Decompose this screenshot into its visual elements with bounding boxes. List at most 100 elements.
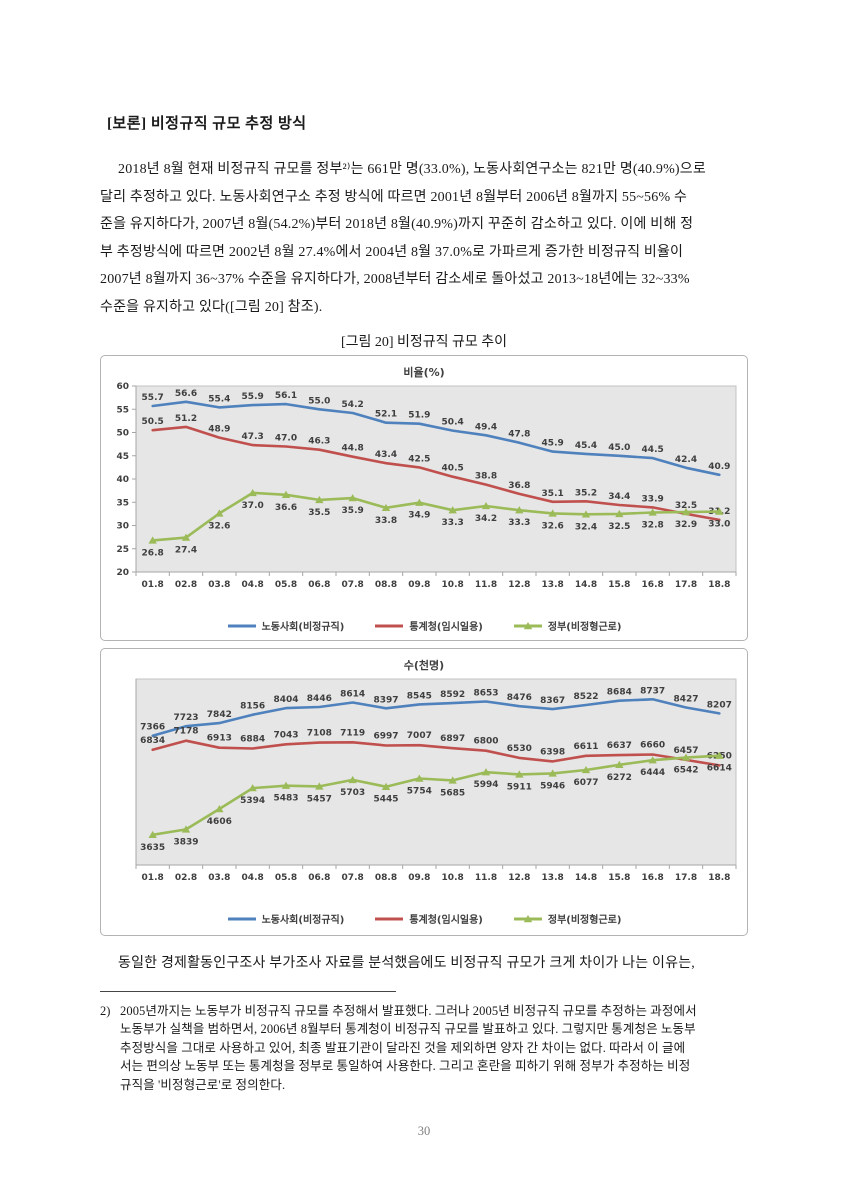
svg-text:44.8: 44.8 bbox=[342, 444, 364, 454]
svg-text:06.8: 06.8 bbox=[308, 873, 330, 883]
svg-text:33.8: 33.8 bbox=[375, 516, 397, 526]
paragraph-line: 준을 유지하다가, 2007년 8월(54.2%)부터 2018년 8월(40.… bbox=[100, 217, 694, 232]
chart-svg: 20 25 30 35 40 45 50 55 60 01.8 02.8 03.8 04.8 05.8 06… bbox=[116, 382, 737, 590]
legend-swatch-icon bbox=[513, 621, 542, 629]
svg-text:51.9: 51.9 bbox=[408, 411, 430, 421]
count-chart-plot: 01.8 02.8 03.8 04.8 05.8 06.8 07.8 08.8 09.8 10.8… bbox=[104, 673, 744, 910]
svg-text:14.8: 14.8 bbox=[575, 580, 597, 590]
svg-text:13.8: 13.8 bbox=[542, 580, 564, 590]
svg-text:35: 35 bbox=[116, 498, 129, 508]
legend-label: 노동사회(비정규직) bbox=[261, 915, 345, 926]
svg-text:07.8: 07.8 bbox=[342, 873, 364, 883]
svg-text:8653: 8653 bbox=[473, 689, 498, 699]
svg-text:8614: 8614 bbox=[340, 690, 365, 700]
footnote-line: 추정방식을 그대로 사용하고 있어, 최종 발표기관이 달라진 것을 제외하면 … bbox=[120, 1040, 686, 1055]
paragraph-line: 달리 추정하고 있다. 노동사회연구소 추정 방식에 따르면 2001년 8월부… bbox=[100, 189, 688, 205]
ratio-chart-plot: 20 25 30 35 40 45 50 55 60 01.8 02.8 03.8 04.8 05.8 06… bbox=[104, 380, 744, 617]
svg-text:36.8: 36.8 bbox=[508, 481, 530, 491]
svg-text:32.9: 32.9 bbox=[675, 520, 697, 530]
svg-text:3839: 3839 bbox=[173, 837, 198, 847]
svg-text:20: 20 bbox=[116, 568, 129, 578]
legend-item: 정부(비정형근로) bbox=[513, 911, 621, 926]
svg-text:49.4: 49.4 bbox=[475, 422, 497, 432]
svg-text:06.8: 06.8 bbox=[308, 580, 330, 590]
svg-text:45.9: 45.9 bbox=[542, 439, 564, 449]
svg-text:44.5: 44.5 bbox=[642, 445, 664, 455]
svg-text:40: 40 bbox=[116, 475, 129, 485]
svg-text:5754: 5754 bbox=[407, 787, 432, 797]
section-heading: [보론] 비정규직 규모 추정 방식 bbox=[107, 116, 307, 132]
svg-text:7119: 7119 bbox=[340, 728, 365, 738]
svg-text:09.8: 09.8 bbox=[408, 873, 430, 883]
svg-text:6077: 6077 bbox=[573, 778, 598, 788]
svg-text:5703: 5703 bbox=[340, 788, 365, 798]
ratio-chart: 비율(%) 20 25 30 35 40 45 50 55 60 01.8 02.8 03.8 04.8… bbox=[100, 355, 748, 641]
svg-text:7178: 7178 bbox=[173, 727, 198, 737]
svg-text:47.0: 47.0 bbox=[275, 433, 297, 443]
svg-text:60: 60 bbox=[116, 382, 129, 392]
svg-text:50.4: 50.4 bbox=[442, 418, 464, 428]
svg-text:47.8: 47.8 bbox=[508, 430, 530, 440]
paragraph-line: 2018년 8월 현재 비정규직 규모를 정부²⁾는 661만 명(33.0%)… bbox=[118, 162, 706, 177]
svg-text:8476: 8476 bbox=[507, 693, 532, 703]
legend-swatch-icon bbox=[375, 917, 404, 920]
svg-text:12.8: 12.8 bbox=[508, 873, 530, 883]
figure-caption: [그림 20] 비정규직 규모 추이 bbox=[340, 335, 508, 350]
legend-item: 정부(비정형근로) bbox=[513, 618, 621, 633]
svg-text:43.4: 43.4 bbox=[375, 450, 397, 460]
svg-text:32.6: 32.6 bbox=[542, 521, 564, 531]
svg-text:8367: 8367 bbox=[540, 696, 565, 706]
svg-text:15.8: 15.8 bbox=[608, 873, 630, 883]
svg-text:8156: 8156 bbox=[240, 702, 265, 712]
svg-text:46.3: 46.3 bbox=[308, 437, 330, 447]
svg-text:32.5: 32.5 bbox=[608, 522, 630, 532]
svg-text:52.1: 52.1 bbox=[375, 410, 397, 420]
svg-text:47.3: 47.3 bbox=[242, 432, 264, 442]
chart-svg: 01.8 02.8 03.8 04.8 05.8 06.8 07.8 08.8 09.8 10.8… bbox=[135, 678, 737, 883]
legend-item: 통계청(임시일용) bbox=[374, 911, 483, 926]
paragraph-line: 2007년 8월까지 36~37% 수준을 유지하다가, 2008년부터 감소세… bbox=[100, 272, 690, 287]
footnote: 2) 2005년까지는 노동부가 비정규직 규모를 추정해서 발표했다. 그러나… bbox=[100, 1002, 765, 1094]
ratio-chart-title: 비율(%) bbox=[403, 366, 445, 379]
svg-text:5685: 5685 bbox=[440, 788, 465, 798]
svg-text:7366: 7366 bbox=[140, 723, 165, 733]
svg-text:13.8: 13.8 bbox=[542, 873, 564, 883]
svg-text:17.8: 17.8 bbox=[675, 873, 697, 883]
svg-text:8737: 8737 bbox=[640, 686, 665, 696]
legend-item: 통계청(임시일용) bbox=[374, 618, 483, 633]
legend-label: 노동사회(비정규직) bbox=[261, 622, 345, 633]
ratio-chart-legend: 노동사회(비정규직) 통계청(임시일용) 정부(비정형근로) bbox=[101, 618, 747, 633]
svg-text:6637: 6637 bbox=[607, 741, 632, 751]
svg-text:05.8: 05.8 bbox=[275, 580, 297, 590]
svg-text:16.8: 16.8 bbox=[642, 873, 664, 883]
svg-text:17.8: 17.8 bbox=[675, 580, 697, 590]
svg-text:25: 25 bbox=[116, 545, 129, 555]
svg-text:35.5: 35.5 bbox=[308, 508, 330, 518]
footnote-marker: 2) bbox=[100, 1004, 111, 1018]
svg-text:55.9: 55.9 bbox=[242, 392, 264, 402]
svg-text:32.5: 32.5 bbox=[675, 501, 697, 511]
footnote-separator bbox=[100, 991, 396, 992]
count-chart-legend: 노동사회(비정규직) 통계청(임시일용) 정부(비정형근로) bbox=[101, 911, 747, 926]
footnote-line: 노동부가 실책을 범하면서, 2006년 8월부터 통계청이 비정규직 규모를 … bbox=[120, 1022, 696, 1037]
svg-text:6272: 6272 bbox=[607, 773, 632, 783]
svg-text:02.8: 02.8 bbox=[175, 580, 197, 590]
svg-text:40.9: 40.9 bbox=[708, 462, 730, 472]
svg-text:54.2: 54.2 bbox=[342, 400, 364, 410]
footnote-text: 2005년까지는 노동부가 비정규직 규모를 추정해서 발표했다. 그러나 20… bbox=[120, 1002, 697, 1094]
legend-swatch-icon bbox=[375, 624, 404, 627]
svg-text:15.8: 15.8 bbox=[608, 580, 630, 590]
svg-text:16.8: 16.8 bbox=[642, 580, 664, 590]
svg-text:34.2: 34.2 bbox=[475, 514, 497, 524]
footnote-line: 2005년까지는 노동부가 비정규직 규모를 추정해서 발표했다. 그러나 20… bbox=[120, 1004, 697, 1018]
svg-text:03.8: 03.8 bbox=[208, 873, 230, 883]
svg-text:12.8: 12.8 bbox=[508, 580, 530, 590]
svg-text:4606: 4606 bbox=[207, 817, 232, 827]
svg-text:42.5: 42.5 bbox=[408, 454, 430, 464]
svg-text:55.4: 55.4 bbox=[208, 394, 230, 404]
footnote-line: 규직을 '비정형근로'로 정의한다. bbox=[120, 1077, 286, 1092]
svg-text:8427: 8427 bbox=[673, 695, 698, 705]
legend-label: 통계청(임시일용) bbox=[409, 622, 483, 633]
svg-text:34.9: 34.9 bbox=[408, 511, 430, 521]
